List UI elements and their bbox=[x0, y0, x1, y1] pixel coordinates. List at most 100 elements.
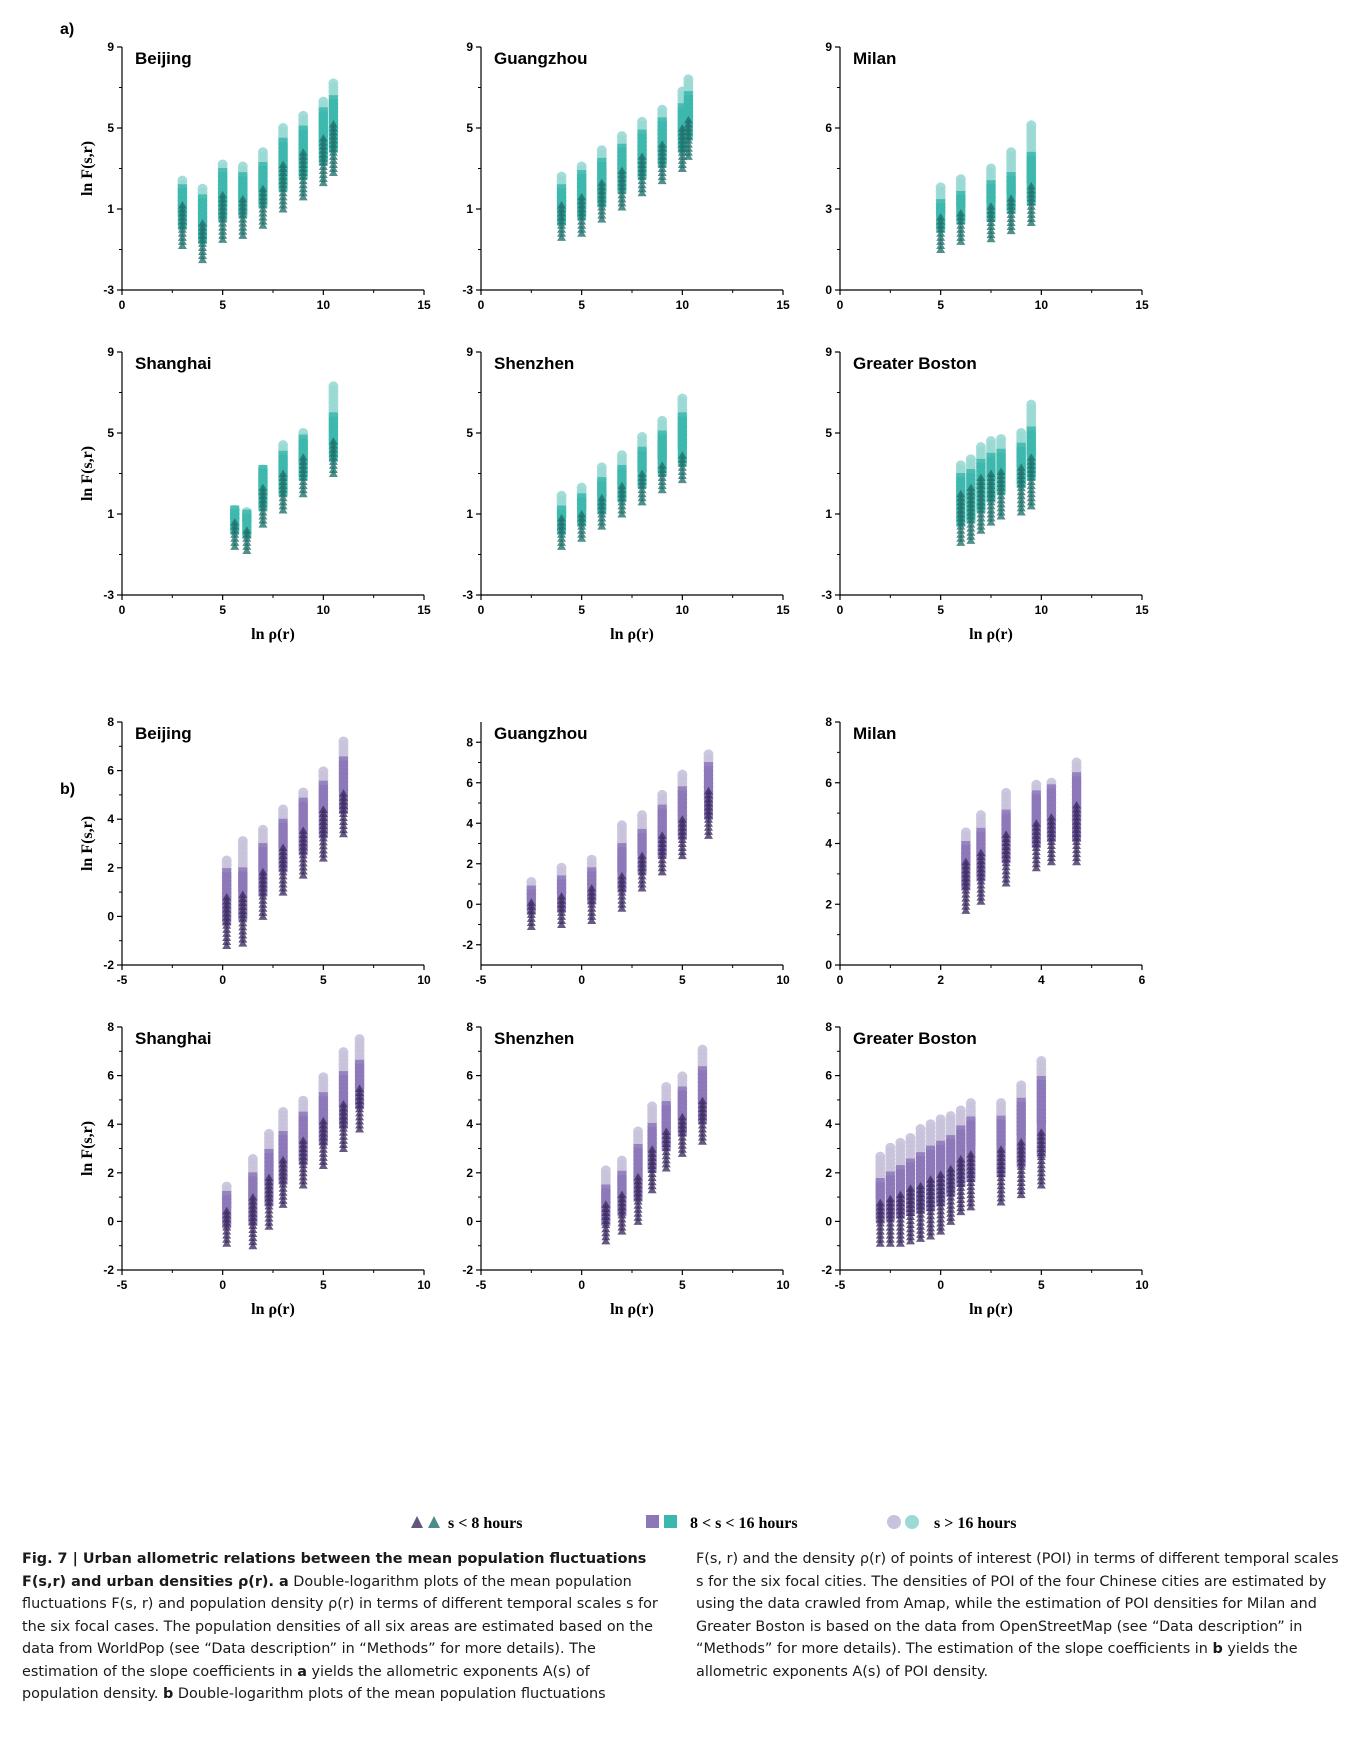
y-tick-label: 2 bbox=[466, 857, 473, 871]
data-point bbox=[601, 1216, 611, 1225]
data-point bbox=[916, 1185, 926, 1194]
data-point bbox=[338, 1128, 348, 1136]
data-point bbox=[1016, 1154, 1026, 1162]
legend-label-low: s < 8 hours bbox=[448, 1515, 522, 1532]
data-point bbox=[986, 452, 996, 462]
data-point bbox=[587, 867, 597, 877]
data-point bbox=[704, 811, 714, 819]
data-point bbox=[278, 1192, 288, 1200]
data-point bbox=[355, 1084, 365, 1093]
data-point bbox=[956, 522, 966, 530]
chart-a-milan: 0 5 10 15 0 3 6 9 Milan bbox=[825, 40, 1149, 312]
x-tick-label: 15 bbox=[776, 298, 790, 312]
data-point bbox=[217, 159, 228, 170]
y-axis-label: ln F(s,r) bbox=[79, 816, 96, 871]
data-point bbox=[1072, 809, 1082, 817]
data-point bbox=[218, 219, 228, 227]
data-point bbox=[885, 1235, 895, 1243]
data-point bbox=[1036, 1128, 1046, 1136]
data-point bbox=[956, 526, 966, 534]
data-point bbox=[218, 194, 228, 203]
data-point bbox=[601, 1208, 611, 1216]
x-tick-label: 5 bbox=[1038, 1278, 1045, 1292]
data-point bbox=[298, 489, 308, 498]
data-point bbox=[526, 902, 536, 910]
data-point bbox=[996, 503, 1006, 512]
data-point bbox=[177, 237, 187, 245]
y-tick-label: -2 bbox=[821, 1263, 832, 1277]
data-point bbox=[264, 1189, 274, 1198]
caption-fragment: F(s,r) and urban densities ρ(r). bbox=[22, 1573, 279, 1590]
data-point bbox=[905, 1132, 916, 1143]
data-point bbox=[986, 514, 996, 522]
x-tick-label: 0 bbox=[119, 298, 126, 312]
data-point bbox=[338, 1144, 348, 1152]
chart-b-shanghai: -5 0 5 10 -2 0 2 4 6 8 Shanghai ln F(s,r) ln ρ(r) bbox=[79, 1020, 431, 1318]
data-point bbox=[677, 164, 687, 172]
data-point bbox=[976, 876, 986, 885]
data-point bbox=[222, 933, 232, 941]
x-tick-label: 0 bbox=[219, 1278, 226, 1292]
data-point bbox=[298, 469, 308, 477]
data-point bbox=[704, 786, 714, 795]
data-point bbox=[704, 794, 714, 803]
data-point bbox=[328, 119, 338, 128]
data-point bbox=[895, 1227, 905, 1235]
data-point bbox=[955, 174, 966, 185]
data-point bbox=[677, 1071, 688, 1082]
x-axis-label: ln ρ(r) bbox=[969, 1301, 1013, 1318]
caption-fragment: a bbox=[297, 1663, 307, 1680]
data-point bbox=[258, 495, 268, 504]
y-axis-label: ln F(s,r) bbox=[79, 1121, 96, 1176]
data-point bbox=[966, 1186, 976, 1195]
data-point bbox=[338, 805, 348, 813]
data-point bbox=[222, 1227, 232, 1235]
data-point bbox=[677, 459, 687, 467]
data-point bbox=[278, 176, 288, 185]
x-tick-label: 10 bbox=[1135, 1278, 1149, 1292]
data-point bbox=[1031, 823, 1041, 831]
data-point bbox=[956, 497, 966, 506]
data-point bbox=[1016, 499, 1026, 508]
data-point bbox=[278, 481, 288, 490]
data-point bbox=[956, 221, 966, 229]
data-point bbox=[677, 148, 687, 156]
data-point bbox=[298, 867, 308, 875]
data-point bbox=[338, 1108, 348, 1116]
data-point bbox=[965, 454, 976, 465]
data-point bbox=[218, 207, 228, 215]
data-point bbox=[278, 855, 288, 864]
data-point bbox=[960, 827, 971, 838]
data-point bbox=[677, 843, 687, 852]
data-point bbox=[996, 491, 1006, 500]
data-point bbox=[338, 829, 348, 838]
data-point bbox=[657, 148, 667, 156]
data-point bbox=[318, 825, 328, 834]
caption-fragment: yields the allometric exponents A(s) of … bbox=[696, 1641, 1298, 1680]
data-point bbox=[318, 162, 328, 170]
data-point bbox=[1016, 1166, 1026, 1174]
data-point bbox=[986, 518, 996, 526]
data-point bbox=[617, 1206, 627, 1215]
data-point bbox=[328, 136, 338, 144]
data-point bbox=[238, 211, 248, 219]
data-point bbox=[875, 1202, 885, 1211]
data-point bbox=[1072, 849, 1082, 858]
data-point bbox=[601, 1220, 611, 1229]
data-point bbox=[976, 473, 986, 482]
caption-fragment: F(s, r) and the density ρ(r) of points o… bbox=[696, 1551, 1339, 1657]
data-point bbox=[637, 176, 647, 185]
data-point bbox=[576, 161, 587, 172]
y-tick-label: -3 bbox=[821, 588, 832, 602]
data-point bbox=[885, 1210, 895, 1219]
data-point bbox=[597, 157, 607, 167]
data-point bbox=[328, 465, 338, 473]
data-point bbox=[956, 237, 966, 245]
data-point bbox=[248, 1172, 258, 1182]
data-point bbox=[986, 202, 996, 210]
series-low bbox=[526, 786, 714, 931]
data-point bbox=[1016, 479, 1026, 488]
data-point bbox=[1001, 787, 1012, 798]
data-point bbox=[218, 198, 228, 207]
data-point bbox=[875, 1214, 885, 1223]
